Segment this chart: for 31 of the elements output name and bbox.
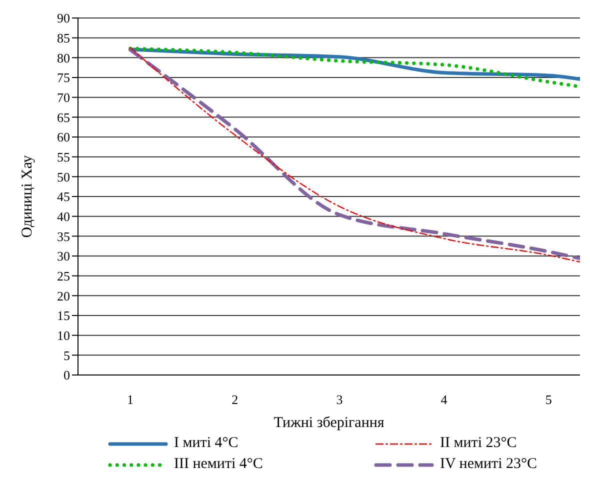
legend-label: IV немиті 23°C: [440, 456, 537, 473]
y-tick-label: 55: [57, 149, 70, 164]
y-tick-label: 25: [57, 268, 70, 284]
x-tick-label: 1: [127, 392, 134, 408]
y-tick-label: 60: [57, 130, 70, 145]
y-tick-label: 35: [57, 228, 70, 244]
y-tick-label: 30: [57, 248, 70, 264]
y-tick-label: 75: [57, 70, 70, 86]
y-tick-label: 90: [57, 10, 70, 26]
y-tick-label: 45: [57, 189, 70, 204]
legend-label: II миті 23°C: [440, 435, 517, 452]
y-tick-label: 40: [57, 208, 70, 224]
y-tick-label: 70: [57, 90, 70, 105]
y-tick-label: 80: [57, 50, 70, 66]
legend-label: I миті 4°C: [174, 435, 238, 452]
y-tick-label: 5: [64, 348, 70, 363]
y-tick-label: 20: [57, 288, 70, 304]
x-axis-title: Тижні зберігання: [274, 415, 384, 431]
legend-label: III немиті 4°C: [174, 456, 263, 473]
y-tick-label: 15: [57, 308, 70, 324]
y-axis-title: Одиниці Хау: [19, 154, 36, 238]
y-tick-label: 65: [57, 110, 70, 125]
line-series: [128, 46, 580, 88]
x-tick-label: 4: [440, 392, 448, 408]
y-tick-label: 0: [64, 368, 70, 383]
y-tick-label: 10: [57, 328, 70, 343]
y-tick-label: 85: [57, 30, 70, 46]
y-tick-label: 50: [57, 169, 70, 184]
x-tick-label: 2: [232, 392, 238, 408]
x-tick-label: 5: [545, 392, 552, 408]
x-tick-label: 3: [336, 392, 343, 408]
